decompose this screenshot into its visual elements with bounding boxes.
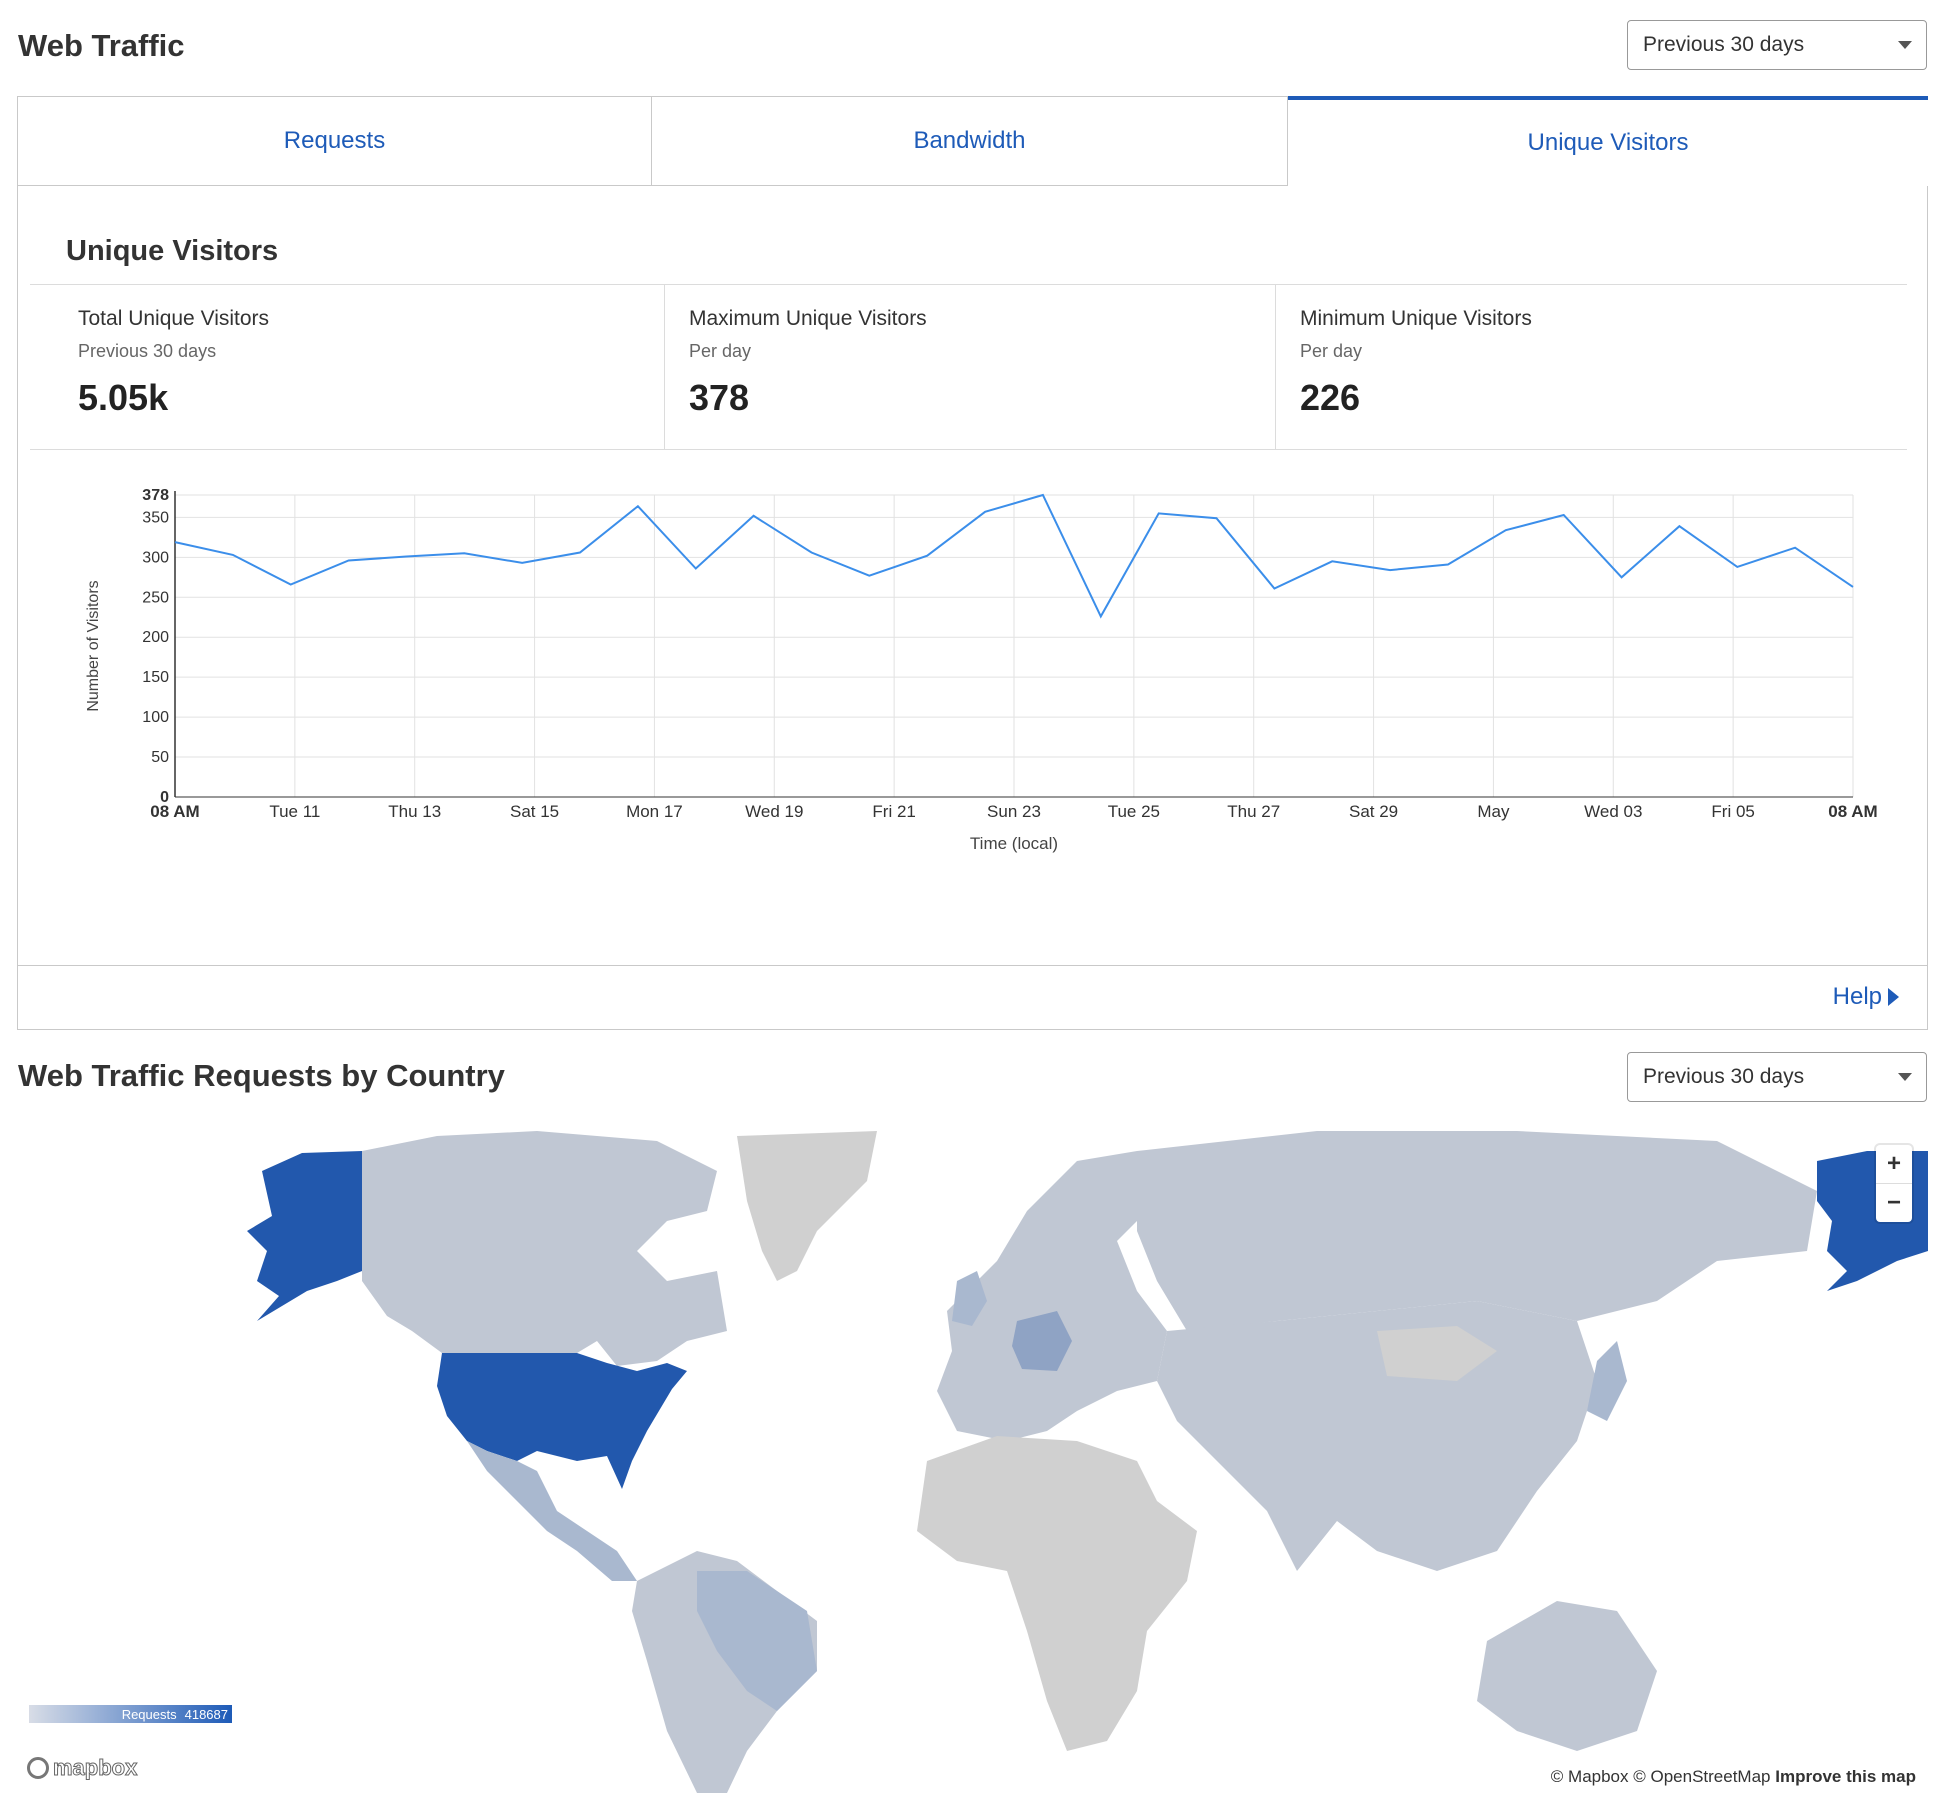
map-canvas [247, 1131, 1928, 1793]
x-tick-label: Wed 03 [1584, 802, 1642, 821]
stat-label: Maximum Unique Visitors [689, 307, 927, 330]
region-alaska [247, 1151, 362, 1321]
chevron-down-icon [1898, 41, 1912, 49]
range-select[interactable]: Previous 30 days [1627, 20, 1927, 70]
stat-maximum: Maximum Unique Visitors Per day 378 [689, 285, 1249, 449]
region-uk [952, 1271, 987, 1326]
y-axis-label: Number of Visitors [85, 580, 102, 711]
help-link[interactable]: Help [1833, 983, 1899, 1011]
x-tick-label: 08 AM [150, 802, 199, 821]
x-tick-label: Tue 11 [269, 802, 320, 821]
region-mongolia [1377, 1326, 1497, 1381]
footer-divider [18, 965, 1927, 966]
stat-total: Total Unique Visitors Previous 30 days 5… [78, 285, 638, 449]
stat-divider [1275, 285, 1276, 449]
world-map[interactable]: + − Requests 418687 mapbox © Mapbox © Op… [17, 1131, 1928, 1793]
region-mexico [467, 1441, 637, 1581]
traffic-panel: Requests Bandwidth Unique Visitors Uniqu… [17, 96, 1928, 1030]
region-russia [1137, 1131, 1817, 1331]
tab-requests[interactable]: Requests [18, 97, 652, 186]
region-canada [362, 1131, 727, 1366]
x-tick-label: 08 AM [1828, 802, 1877, 821]
unique-visitors-chart: 0 50 100 150 200 250 300 350 378 08 AM Tue 11 Thu 1… [85, 487, 1878, 853]
improve-map-link[interactable]: Improve this map [1775, 1767, 1916, 1786]
mapbox-logo[interactable]: mapbox [27, 1755, 138, 1781]
chevron-down-icon [1898, 1073, 1912, 1081]
zoom-controls: + − [1876, 1145, 1912, 1222]
y-tick-label: 300 [142, 549, 169, 566]
x-tick-label: Wed 19 [745, 802, 803, 821]
x-tick-label: Sat 15 [510, 802, 559, 821]
y-tick-label: 50 [151, 749, 169, 766]
map-title: Web Traffic Requests by Country [18, 1058, 505, 1093]
region-asia [1157, 1301, 1597, 1571]
region-germany [1012, 1311, 1072, 1371]
x-tick-label: Thu 13 [388, 802, 441, 821]
stat-minimum: Minimum Unique Visitors Per day 226 [1300, 285, 1860, 449]
y-tick-label: 378 [142, 487, 169, 504]
legend-gradient: Requests 418687 [29, 1705, 232, 1723]
legend-max: 418687 [184, 1706, 228, 1722]
y-tick-label: 350 [142, 509, 169, 526]
region-africa [917, 1436, 1197, 1751]
stat-value: 5.05k [78, 377, 169, 418]
stat-value: 226 [1300, 377, 1361, 418]
stat-sub: Per day [1300, 341, 1363, 361]
stat-value: 378 [689, 377, 750, 418]
region-australia [1477, 1601, 1657, 1751]
stat-sub: Previous 30 days [78, 341, 217, 361]
zoom-in-button[interactable]: + [1886, 1150, 1901, 1177]
region-europe [937, 1151, 1167, 1441]
x-tick-label: Fri 21 [872, 802, 915, 821]
tab-unique-visitors[interactable]: Unique Visitors [1288, 96, 1928, 186]
help-label: Help [1832, 983, 1882, 1010]
legend-label: Requests [121, 1706, 177, 1722]
x-tick-label: Fri 05 [1711, 802, 1754, 821]
map-legend: Requests 418687 [29, 1647, 234, 1727]
page-title: Web Traffic [18, 28, 185, 63]
map-attribution: © Mapbox © OpenStreetMap Improve this ma… [1546, 1765, 1920, 1789]
x-tick-label: May [1477, 802, 1510, 821]
region-united-states [437, 1353, 687, 1489]
x-tick-label: Sun 23 [987, 802, 1041, 821]
x-tick-label: Tue 25 [1108, 802, 1160, 821]
y-tick-label: 200 [142, 629, 169, 646]
map-range-select[interactable]: Previous 30 days [1627, 1052, 1927, 1102]
region-greenland [737, 1131, 877, 1281]
y-tick-label: 250 [142, 589, 169, 606]
x-tick-label: Sat 29 [1349, 802, 1398, 821]
stats-divider [30, 449, 1907, 450]
stat-sub: Per day [689, 341, 752, 361]
y-tick-label: 150 [142, 669, 169, 686]
x-axis-label: Time (local) [970, 834, 1058, 853]
tab-bar: Requests Bandwidth Unique Visitors [18, 96, 1928, 186]
y-tick-label: 100 [142, 709, 169, 726]
region-japan [1587, 1341, 1627, 1421]
caret-right-icon [1888, 988, 1899, 1006]
x-tick-label: Mon 17 [626, 802, 683, 821]
tab-bandwidth[interactable]: Bandwidth [652, 97, 1288, 186]
stat-label: Total Unique Visitors [78, 307, 270, 330]
visitors-series-line [174, 493, 1854, 619]
mapbox-icon [27, 1757, 49, 1779]
x-tick-label: Thu 27 [1227, 802, 1280, 821]
panel-heading: Unique Visitors [66, 235, 279, 267]
stat-label: Minimum Unique Visitors [1300, 307, 1532, 330]
attribution-text: © Mapbox © OpenStreetMap [1550, 1767, 1771, 1786]
map-range-select-value: Previous 30 days [1643, 1065, 1805, 1088]
range-select-value: Previous 30 days [1643, 33, 1805, 56]
zoom-out-button[interactable]: − [1876, 1183, 1912, 1222]
region-brazil [697, 1571, 817, 1711]
y-tick-label: 0 [160, 789, 169, 806]
heading-divider [30, 284, 1907, 285]
stat-divider [664, 285, 665, 449]
